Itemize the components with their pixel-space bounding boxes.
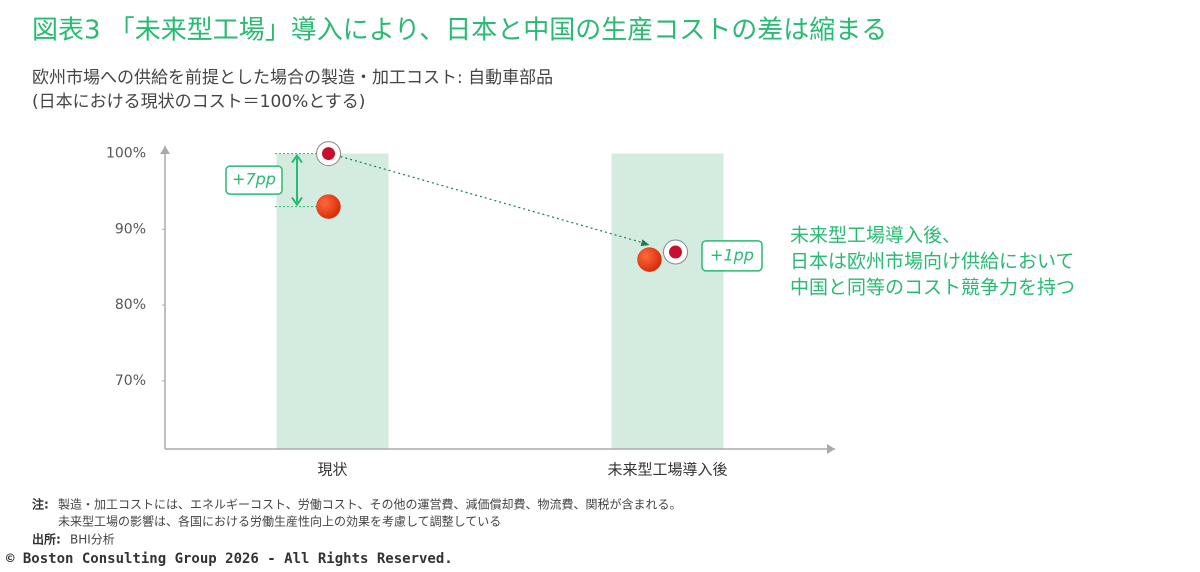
- y-tick-label: 100%: [106, 146, 146, 162]
- point: [316, 141, 341, 167]
- note-label: 注:: [32, 497, 49, 512]
- x-tick-label: 現状: [317, 461, 347, 479]
- bar: [611, 153, 724, 449]
- subtitle: (日本における現状のコスト＝100%とする): [32, 92, 365, 112]
- trend-arrowhead: [640, 239, 650, 247]
- annotation: 日本は欧州市場向け供給において: [790, 251, 1074, 273]
- gap-label: +7pp: [232, 170, 276, 189]
- trend-arrow: [340, 155, 648, 245]
- gap-label-box: [225, 165, 283, 195]
- x-tick-label: 未来型工場導入後: [607, 461, 727, 479]
- chart-title: 図表3 「未来型工場」導入により、日本と中国の生産コストの差は縮まる: [32, 16, 887, 46]
- gap-arrowhead: [291, 197, 303, 207]
- x-axis-arrow: [827, 444, 835, 454]
- annotation: 中国と同等のコスト競争力を持つ: [790, 277, 1075, 299]
- gap-arrowhead: [291, 153, 303, 164]
- source-label: 出所:: [32, 532, 61, 547]
- subtitle: 欧州市場への供給を前提とした場合の製造・加工コスト: 自動車部品: [32, 68, 553, 88]
- gap-label: +1pp: [710, 245, 754, 264]
- y-tick-label: 70%: [115, 373, 146, 389]
- gap-label-box: [701, 240, 763, 272]
- note: 未来型工場の影響は、各国における労働生産性向上の効果を考慮して調整している: [58, 514, 501, 529]
- y-tick-label: 90%: [115, 221, 146, 237]
- point: [316, 194, 341, 219]
- note: 製造・加工コストには、エネルギーコスト、労働コスト、その他の運営費、減価償却費、…: [58, 497, 682, 512]
- copyright: © Boston Consulting Group 2026 - All Rig…: [6, 551, 453, 567]
- point: [663, 239, 688, 265]
- y-axis-arrow: [160, 146, 170, 154]
- source: BHI分析: [70, 533, 115, 547]
- annotation: 未来型工場導入後、: [790, 225, 961, 247]
- y-tick-label: 80%: [115, 297, 146, 313]
- point: [637, 247, 662, 272]
